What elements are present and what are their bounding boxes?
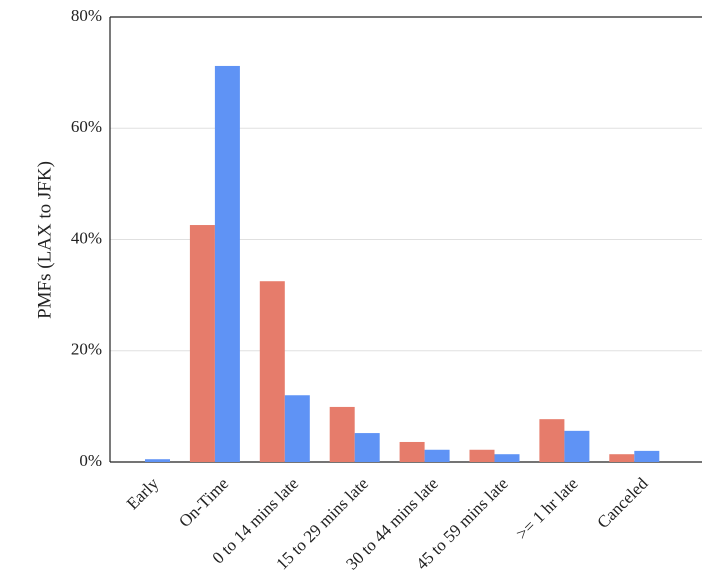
y-tick-label: 80% (71, 6, 102, 25)
x-tick-label: On-Time (175, 474, 232, 531)
y-tick-label: 40% (71, 228, 102, 247)
bar (214, 65, 240, 462)
bar (424, 449, 450, 462)
x-tick-label: Canceled (593, 474, 652, 533)
bar (634, 450, 660, 462)
x-tick-label: Early (123, 474, 163, 514)
x-tick-label: >= 1 hr late (512, 474, 581, 543)
bar (284, 395, 310, 462)
bar (354, 433, 380, 462)
y-axis-label: PMFs (LAX to JFK) (34, 161, 55, 319)
bar (539, 419, 565, 462)
bar (564, 430, 590, 462)
y-tick-label: 20% (71, 340, 102, 359)
bar (494, 454, 520, 462)
y-tick-label: 60% (71, 117, 102, 136)
bar (145, 459, 170, 462)
bar (399, 441, 425, 462)
bar (609, 454, 635, 462)
y-tick-label: 0% (79, 451, 102, 470)
bar (259, 281, 285, 462)
bar (189, 225, 215, 462)
bar (469, 449, 495, 462)
bar (329, 406, 355, 462)
